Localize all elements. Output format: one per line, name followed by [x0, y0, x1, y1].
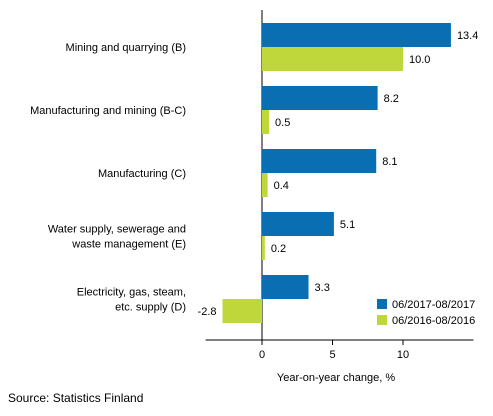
category-label-3-line-1: Manufacturing (C) — [98, 168, 186, 180]
bar-1-3 — [262, 149, 377, 173]
category-label-2-line-1: Manufacturing and mining (B-C) — [30, 105, 186, 117]
category-label-4-line-1: Water supply, sewerage and — [48, 224, 186, 236]
value-label-2-2: 0.5 — [275, 117, 290, 129]
value-label-1-5: 3.3 — [315, 282, 330, 294]
value-label-1-4: 5.1 — [340, 219, 355, 231]
value-label-2-1: 10.0 — [409, 54, 430, 66]
category-label-1-line-1: Mining and quarrying (B) — [66, 42, 186, 54]
value-label-2-3: 0.4 — [274, 180, 289, 192]
legend-swatch-1 — [377, 299, 387, 309]
value-label-1-3: 8.1 — [382, 156, 397, 168]
bar-2-3 — [262, 173, 268, 197]
category-label-5-line-1: Electricity, gas, steam, — [77, 287, 186, 299]
x-tick-label-10: 10 — [397, 349, 409, 361]
category-label-4-line-2: waste management (E) — [71, 239, 186, 251]
bar-2-5 — [222, 299, 262, 323]
legend-label-2: 06/2016-08/2016 — [392, 315, 475, 327]
x-axis-title: Year-on-year change, % — [277, 372, 395, 384]
legend-label-1: 06/2017-08/2017 — [392, 299, 475, 311]
legend-swatch-2 — [377, 315, 387, 325]
bar-2-2 — [262, 110, 270, 134]
category-label-5-line-2: etc. supply (D) — [115, 302, 186, 314]
bar-1-5 — [262, 275, 309, 299]
bar-2-1 — [262, 47, 403, 71]
bar-1-1 — [262, 23, 451, 47]
bar-1-4 — [262, 212, 334, 236]
bar-2-4 — [262, 236, 265, 260]
source-note: Source: Statistics Finland — [8, 391, 144, 405]
value-label-2-4: 0.2 — [271, 243, 286, 255]
x-tick-label-0: 0 — [259, 349, 265, 361]
value-label-1-2: 8.2 — [384, 93, 399, 105]
value-label-2-5: -2.8 — [198, 306, 217, 318]
x-tick-label-5: 5 — [329, 349, 335, 361]
bar-1-2 — [262, 86, 378, 110]
value-label-1-1: 13.4 — [457, 30, 478, 42]
